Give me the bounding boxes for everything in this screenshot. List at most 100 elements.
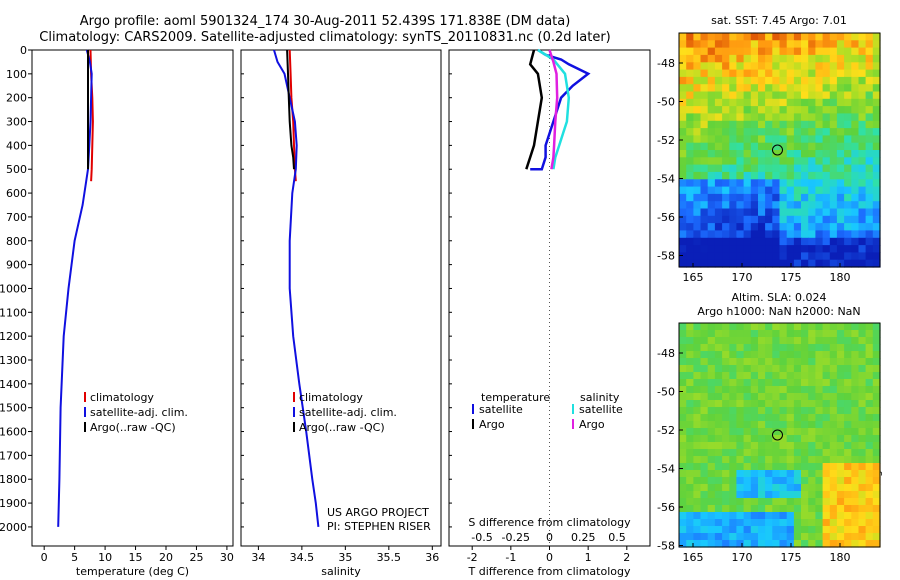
map-cell	[679, 330, 687, 338]
map-cell	[758, 47, 766, 56]
map-cell	[872, 435, 881, 443]
map-cell	[793, 491, 802, 499]
map-cell	[693, 54, 702, 63]
map-cell	[700, 421, 709, 429]
map-cell	[779, 69, 788, 78]
map-cell	[822, 358, 831, 366]
map-cell	[693, 245, 702, 253]
map-cell	[686, 505, 694, 513]
map-cell	[758, 372, 766, 380]
map-cell	[844, 113, 852, 122]
map-cell	[822, 337, 831, 345]
map-cell	[793, 484, 802, 492]
map-cell	[758, 223, 766, 231]
map-cell	[844, 351, 852, 359]
map-cell	[801, 142, 809, 151]
map-cell	[786, 421, 795, 429]
map-cell	[822, 470, 831, 478]
map-cell	[736, 484, 745, 492]
map-frame	[678, 32, 881, 268]
legend-label: satellite-adj. clim.	[299, 406, 397, 419]
map-cell	[865, 533, 874, 541]
map-cell	[743, 456, 752, 464]
map-cell	[858, 135, 867, 144]
map-cell	[865, 484, 874, 492]
map-cell	[858, 400, 867, 408]
map-cell	[858, 421, 867, 429]
map-cell	[872, 98, 881, 107]
map-cell	[736, 463, 745, 471]
map-cell	[707, 223, 716, 231]
map-cell	[758, 456, 766, 464]
map-cell	[844, 393, 852, 401]
map-cell	[836, 259, 845, 268]
map-cell	[722, 407, 730, 415]
map-cell	[779, 91, 788, 100]
map-cell	[758, 400, 766, 408]
map-cell	[786, 484, 795, 492]
map-cell	[743, 470, 752, 478]
map-cell	[765, 223, 773, 231]
map-cell	[693, 463, 702, 471]
map-cell	[808, 512, 816, 520]
map-cell	[865, 407, 874, 415]
map-cell	[793, 84, 802, 93]
map-cell	[801, 435, 809, 443]
map-cell	[729, 179, 738, 188]
map-cell	[736, 76, 745, 85]
map-cell	[858, 164, 867, 173]
map-cell	[750, 33, 759, 41]
map-cell	[851, 456, 860, 464]
map-cell	[851, 84, 860, 93]
map-cell	[793, 98, 802, 107]
map-cell	[801, 421, 809, 429]
map-cell	[865, 193, 874, 202]
map-cell	[872, 421, 881, 429]
lon-tick-label: 165	[683, 551, 704, 564]
map-cell	[801, 533, 809, 541]
map-cell	[801, 237, 809, 246]
map-cell	[758, 484, 766, 492]
map-cell	[700, 33, 709, 41]
map-cell	[822, 393, 831, 401]
map-cell	[765, 54, 773, 63]
map-cell	[858, 442, 867, 450]
map-cell	[714, 428, 723, 436]
map-cell	[700, 428, 709, 436]
map-cell	[722, 128, 730, 136]
map-cell	[786, 193, 795, 202]
map-cell	[858, 407, 867, 415]
map-cell	[729, 259, 738, 268]
map-cell	[786, 414, 795, 422]
map-cell	[822, 113, 831, 122]
map-cell	[693, 223, 702, 231]
map-cell	[822, 106, 831, 114]
map-cell	[808, 120, 816, 129]
map-cell	[858, 171, 867, 180]
map-cell	[844, 400, 852, 408]
map-cell	[822, 484, 831, 492]
map-cell	[851, 179, 860, 188]
map-cell	[815, 186, 824, 195]
map-cell	[714, 230, 723, 239]
map-cell	[786, 40, 795, 49]
map-cell	[772, 150, 781, 158]
map-cell	[729, 323, 738, 331]
map-cell	[793, 33, 802, 41]
map-cell	[822, 491, 831, 499]
map-cell	[722, 76, 730, 85]
map-cell	[758, 120, 766, 129]
map-cell	[722, 330, 730, 338]
map-cell	[743, 69, 752, 78]
lat-tick-label: -50	[657, 386, 675, 399]
map-cell	[679, 201, 687, 210]
map-cell	[836, 393, 845, 401]
map-cell	[793, 393, 802, 401]
map-cell	[700, 526, 709, 534]
map-cell	[801, 230, 809, 239]
map-cell	[793, 142, 802, 151]
map-cell	[858, 47, 867, 56]
map-cell	[700, 208, 709, 217]
map-cell	[808, 519, 816, 527]
map-cell	[686, 84, 694, 93]
